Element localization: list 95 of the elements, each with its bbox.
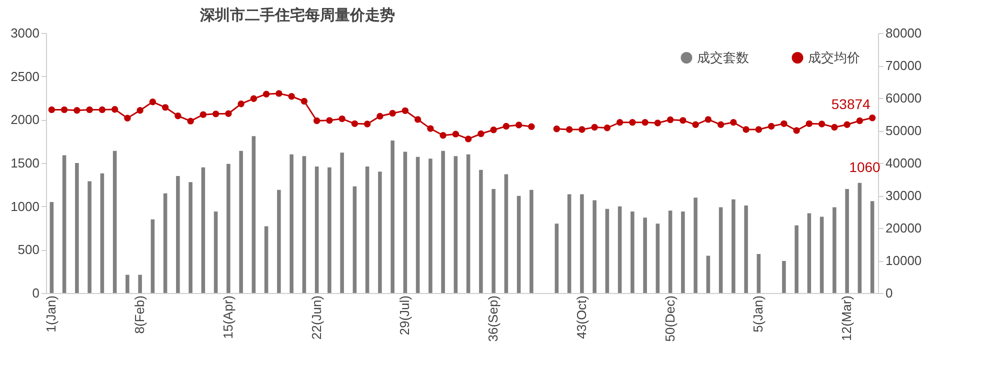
chart-title: 深圳市二手住宅每周量价走势 (199, 6, 396, 24)
bar (352, 186, 357, 293)
y-tick-label: 500 (18, 242, 40, 258)
bar (718, 207, 723, 293)
bar (62, 155, 66, 293)
y2-tick-label: 80000 (886, 26, 922, 40)
y-tick-label: 3000 (10, 26, 40, 40)
bar (416, 156, 420, 293)
x-tick-label: 50(Dec) (662, 296, 678, 342)
y-tick-label: 2500 (10, 68, 40, 84)
bar (706, 256, 710, 293)
bar (201, 167, 206, 293)
bar (807, 213, 812, 293)
bar (112, 150, 117, 293)
bar (618, 206, 622, 293)
bar (176, 176, 180, 293)
y2-tick-label: 70000 (886, 58, 922, 73)
bar (580, 194, 584, 293)
bar (694, 198, 698, 293)
y2-tick-label: 60000 (886, 90, 922, 106)
bar (378, 172, 382, 293)
bar (858, 182, 862, 293)
bar (630, 212, 634, 293)
bar (390, 140, 394, 293)
y2-tick-label: 20000 (886, 220, 922, 236)
bar (277, 190, 281, 293)
y-tick-label: 2000 (10, 112, 40, 128)
bar (643, 218, 647, 293)
bar (870, 201, 874, 293)
bar (188, 182, 192, 293)
bar (794, 225, 798, 293)
x-tick-label: 8(Feb) (132, 296, 148, 334)
legend-label: 成交均价 (808, 50, 860, 65)
bar (845, 189, 849, 293)
bar (820, 216, 824, 293)
y2-tick-label: 0 (886, 286, 893, 300)
bar (314, 166, 319, 293)
bar (454, 156, 458, 293)
bar (100, 173, 104, 293)
bar (492, 189, 496, 293)
y2-tick-label: 50000 (886, 123, 922, 138)
bar (681, 212, 685, 293)
bar (252, 136, 256, 293)
bar (441, 150, 445, 293)
bar (567, 194, 572, 293)
bar (126, 274, 130, 293)
bar (756, 254, 761, 293)
bar (605, 208, 610, 293)
y2-tick-label: 40000 (886, 156, 922, 170)
x-tick-label: 22(Jun) (308, 296, 324, 340)
bar (782, 260, 786, 293)
bar (365, 166, 370, 293)
y-tick-label: 1500 (10, 156, 40, 170)
bar (479, 170, 483, 293)
bar (340, 152, 344, 293)
bar (466, 154, 470, 293)
data-label: 1060 (849, 159, 881, 176)
bar (302, 156, 306, 293)
y-tick-label: 0 (32, 286, 40, 300)
bar (668, 210, 672, 293)
bar (88, 181, 92, 293)
bar (504, 174, 508, 293)
bar (832, 207, 836, 293)
bar (428, 158, 432, 293)
bar (592, 200, 596, 293)
legend-label: 成交套数 (697, 50, 749, 65)
bar (239, 150, 243, 293)
x-tick-label: 43(Oct) (574, 296, 589, 339)
data-label: 53874 (831, 96, 871, 112)
bar (403, 152, 408, 293)
x-tick-label: 1(Jan) (44, 296, 59, 332)
bar (214, 212, 218, 293)
x-tick-label: 36(Sep) (486, 296, 501, 342)
bar (290, 154, 294, 293)
bar (150, 219, 155, 293)
bar (554, 224, 559, 293)
y-tick-label: 1000 (10, 198, 40, 214)
x-tick-label: 29(Jul) (397, 296, 412, 336)
bar (732, 199, 736, 293)
bar (656, 224, 660, 293)
x-tick-label: 15(Apr) (220, 296, 236, 339)
x-tick-label: 12(Mar) (839, 296, 854, 342)
bar (226, 164, 230, 293)
bar (516, 196, 521, 293)
bar (138, 274, 142, 293)
bar (328, 167, 332, 293)
bar (530, 190, 534, 293)
bar (744, 205, 748, 293)
x-tick-label: 5(Jan) (750, 296, 766, 332)
bar (50, 202, 54, 293)
y2-tick-label: 10000 (886, 253, 922, 268)
bar (163, 193, 168, 293)
bar (264, 226, 268, 293)
bar (75, 163, 79, 293)
y2-tick-label: 30000 (886, 188, 922, 203)
